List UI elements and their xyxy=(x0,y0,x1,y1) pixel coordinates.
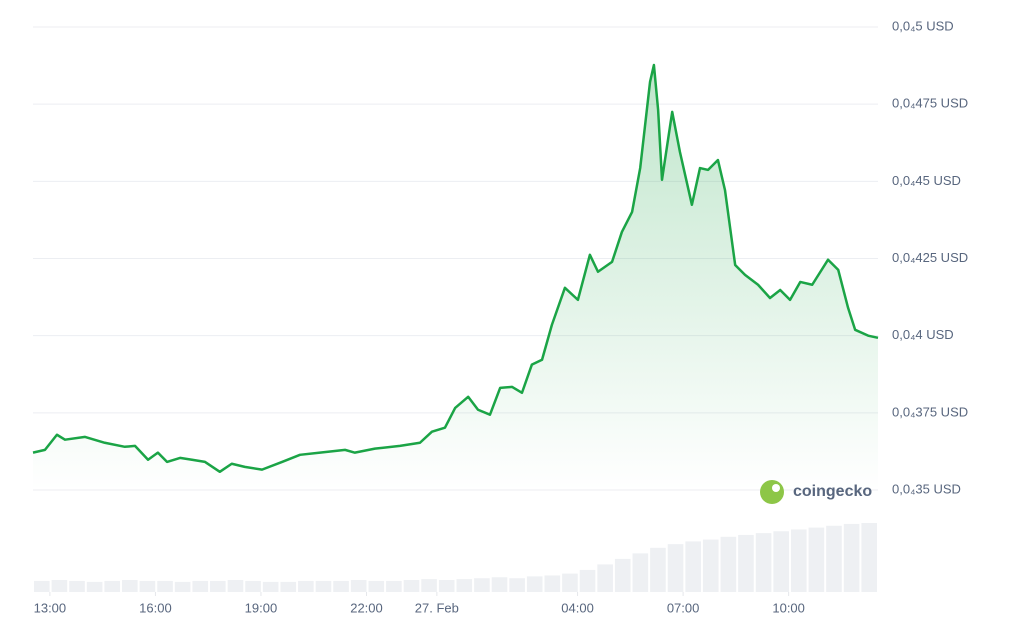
volume-bar xyxy=(122,580,138,592)
volume-bar xyxy=(104,580,121,592)
volume-bar xyxy=(174,581,191,592)
y-tick-label: 0,0₄4 USD xyxy=(892,327,954,342)
volume-bar xyxy=(614,558,631,592)
volume-bar xyxy=(227,580,244,592)
volume-bar xyxy=(192,580,209,592)
volume-bar xyxy=(438,580,455,592)
volume-bar xyxy=(350,580,367,592)
x-tick-label: 19:00 xyxy=(245,600,278,615)
volume-bar xyxy=(808,527,825,592)
volume-bar xyxy=(280,581,297,592)
volume-bar xyxy=(245,580,261,592)
y-tick-label: 0,0₄35 USD xyxy=(892,481,961,496)
volume-bar xyxy=(139,580,156,592)
volume-bar xyxy=(298,580,314,592)
x-tick-label: 10:00 xyxy=(772,600,805,615)
volume-bar xyxy=(403,580,420,592)
x-tick-label: 16:00 xyxy=(139,600,172,615)
volume-bar xyxy=(368,580,385,592)
volume-bar xyxy=(262,581,279,592)
y-tick-label: 0,0₄475 USD xyxy=(892,96,968,111)
x-tick-label: 04:00 xyxy=(561,600,594,615)
volume-bar xyxy=(210,580,226,592)
price-area xyxy=(33,64,878,490)
volume-bar xyxy=(34,580,50,592)
y-tick-label: 0,0₄425 USD xyxy=(892,250,968,265)
volume-bar xyxy=(157,580,173,592)
volume-bar xyxy=(790,529,807,592)
volume-bar xyxy=(632,553,649,592)
volume-bar xyxy=(773,531,789,592)
volume-bar xyxy=(386,580,402,592)
volume-bar xyxy=(421,579,437,592)
y-tick-label: 0,0₄5 USD xyxy=(892,18,954,33)
volume-bar xyxy=(579,569,596,592)
volume-bar xyxy=(474,578,490,592)
x-tick-label: 27. Feb xyxy=(415,600,459,615)
x-tick-label: 13:00 xyxy=(34,600,67,615)
watermark: coingecko xyxy=(760,480,872,504)
volume-bar xyxy=(597,564,613,592)
volume-bar xyxy=(333,580,349,592)
volume-bar xyxy=(702,539,719,592)
volume-bar xyxy=(720,536,737,592)
x-tick-label: 07:00 xyxy=(667,600,700,615)
volume-bar xyxy=(755,533,772,592)
volume-bar xyxy=(51,580,68,592)
volume-bar xyxy=(843,523,860,592)
volume-bar xyxy=(315,580,332,592)
y-tick-label: 0,0₄45 USD xyxy=(892,173,961,188)
volume-bar xyxy=(544,575,561,592)
volume-bar xyxy=(456,579,473,592)
volume-bar xyxy=(667,544,684,592)
watermark-text: coingecko xyxy=(793,483,872,500)
x-tick-label: 22:00 xyxy=(350,600,383,615)
volume-bar xyxy=(69,580,85,592)
volume-bar xyxy=(650,547,666,592)
volume-bar xyxy=(491,577,508,592)
volume-bar xyxy=(826,525,842,592)
volume-bar xyxy=(526,576,543,592)
volume-bar xyxy=(509,578,525,592)
y-tick-label: 0,0₄375 USD xyxy=(892,404,968,419)
logo-eye xyxy=(772,484,780,492)
volume-bar xyxy=(861,523,877,592)
volume-bar xyxy=(86,581,103,592)
price-line xyxy=(32,63,879,474)
volume-bar xyxy=(738,534,754,592)
volume-bar xyxy=(562,573,578,592)
volume-bar xyxy=(685,541,701,592)
logo-icon xyxy=(760,480,784,504)
